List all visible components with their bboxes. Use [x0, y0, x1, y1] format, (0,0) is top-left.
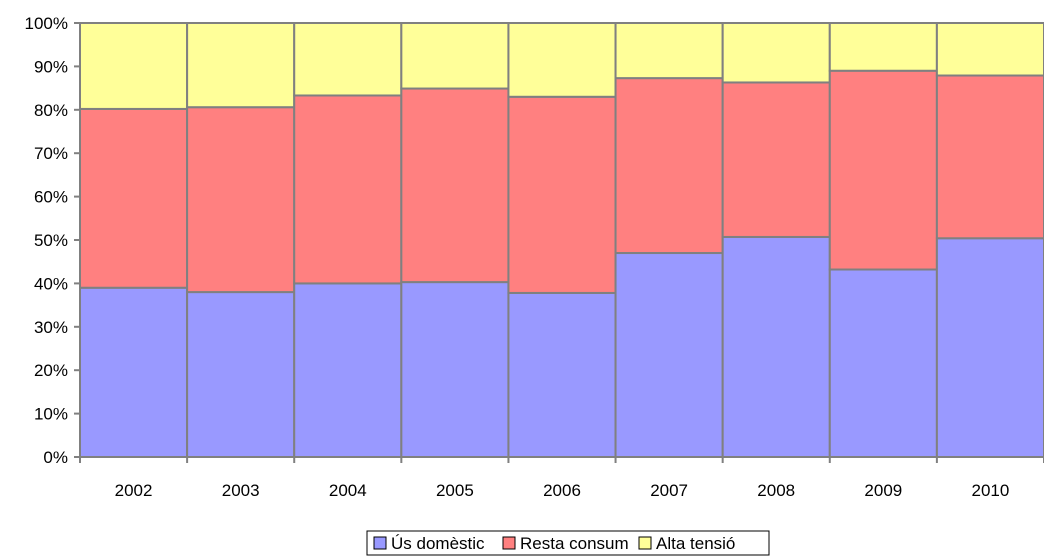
bar-segment-2005-series-2: [400, 87, 510, 284]
bar-segment-2007-series-2: [614, 77, 724, 255]
x-tick-label: 2010: [972, 481, 1010, 500]
legend-box: [366, 530, 770, 556]
bar-segment-2010-series-2: [935, 74, 1044, 240]
bar-segment-2002-series-1: [79, 286, 189, 458]
bar-segment-2003-series-2: [186, 106, 296, 294]
y-tick-label: 10%: [34, 405, 68, 424]
y-tick-label: 70%: [34, 144, 68, 163]
y-tick-label: 40%: [34, 274, 68, 293]
y-tick-label: 80%: [34, 101, 68, 120]
bar-segment-2002-series-3: [79, 22, 189, 110]
bar-segment-2007-series-3: [614, 22, 724, 80]
legend-label: Resta consum: [520, 534, 629, 553]
legend-swatch: [638, 536, 652, 550]
y-tick-label: 20%: [34, 361, 68, 380]
x-tick-label: 2002: [115, 481, 153, 500]
x-tick-labels: 2002 2003 2004 2005 2006 2007 2008 2009 2010: [115, 481, 1010, 500]
x-tick-label: 2007: [650, 481, 688, 500]
bar-segment-2009-series-1: [828, 268, 938, 458]
y-tick-label: 100%: [25, 14, 68, 33]
y-tick-label: 90%: [34, 57, 68, 76]
x-tick-label: 2005: [436, 481, 474, 500]
y-tick-label: 0%: [43, 448, 68, 467]
bar-segment-2006-series-1: [507, 291, 617, 458]
x-tick-label: 2006: [543, 481, 581, 500]
bar-segment-2003-series-3: [186, 22, 296, 109]
bar-segment-2004-series-1: [293, 282, 403, 458]
bar-segment-2009-series-2: [828, 69, 938, 271]
bar-segment-2003-series-1: [186, 291, 296, 458]
y-tick-label: 60%: [34, 188, 68, 207]
axis-layer: [74, 22, 1044, 463]
legend-swatch: [373, 536, 387, 550]
x-tick-label: 2004: [329, 481, 367, 500]
x-tick-label: 2003: [222, 481, 260, 500]
bar-segment-2004-series-3: [293, 22, 403, 97]
bar-segment-2005-series-1: [400, 281, 510, 458]
bar-segment-2008-series-2: [721, 81, 831, 238]
bar-segment-2006-series-2: [507, 95, 617, 294]
bar-segment-2008-series-3: [721, 22, 831, 84]
legend-label: Ús domèstic: [391, 534, 485, 553]
x-tick-label: 2009: [864, 481, 902, 500]
bars-layer: [79, 22, 1044, 458]
bar-segment-2009-series-3: [828, 22, 938, 72]
bar-segment-2002-series-2: [79, 107, 189, 289]
bar-segment-2004-series-2: [293, 94, 403, 285]
bar-segment-2010-series-1: [935, 237, 1044, 458]
bar-segment-2010-series-3: [935, 22, 1044, 77]
legend-swatch: [502, 536, 516, 550]
legend-label: Alta tensió: [656, 534, 735, 553]
legend: Ús domèstic Resta consum Alta tensió: [366, 530, 770, 556]
bar-segment-2007-series-1: [614, 252, 724, 458]
bar-segment-2005-series-3: [400, 22, 510, 90]
x-tick-label: 2008: [757, 481, 795, 500]
y-tick-label: 30%: [34, 318, 68, 337]
y-tick-labels: 0% 10% 20% 30% 40% 50% 60% 70% 80% 90% 100%: [25, 14, 68, 467]
bar-segment-2006-series-3: [507, 22, 617, 98]
bar-segment-2008-series-1: [721, 235, 831, 458]
y-tick-label: 50%: [34, 231, 68, 250]
